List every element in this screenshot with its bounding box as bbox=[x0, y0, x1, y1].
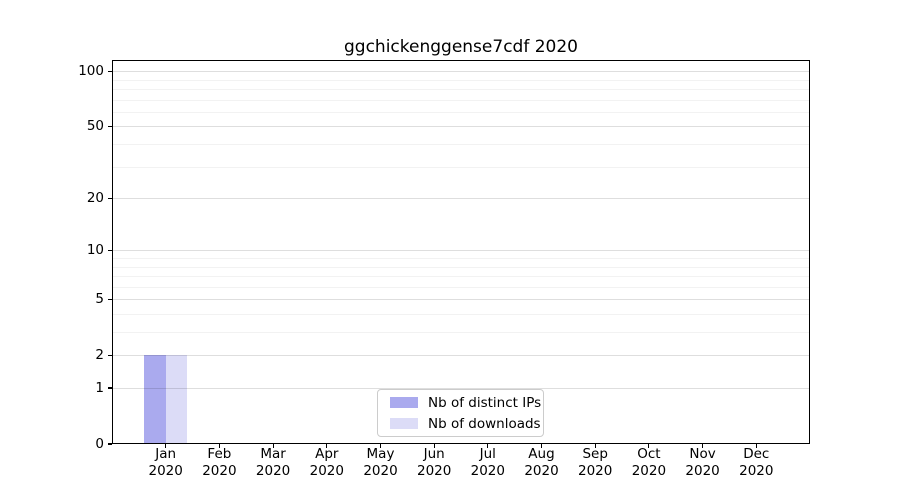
gridline-minor bbox=[113, 258, 809, 259]
legend-swatch bbox=[390, 397, 418, 408]
gridline-minor bbox=[113, 144, 809, 145]
x-tick-label: Sep 2020 bbox=[578, 446, 612, 480]
legend-label: Nb of downloads bbox=[428, 415, 541, 432]
legend-swatch bbox=[390, 418, 418, 429]
y-tick-label: 2 bbox=[95, 347, 104, 364]
x-tick-year: 2020 bbox=[685, 463, 720, 479]
bar-nb-of-downloads-jan bbox=[165, 355, 188, 444]
y-tick-mark bbox=[108, 298, 112, 300]
x-tick-year: 2020 bbox=[202, 463, 237, 479]
x-tick-label: Oct 2020 bbox=[632, 446, 666, 480]
x-tick-month: Mar bbox=[260, 446, 286, 462]
y-tick-mark bbox=[108, 70, 112, 72]
bar-nb-of-distinct-ips-jan bbox=[144, 355, 166, 444]
x-tick-year: 2020 bbox=[578, 463, 613, 479]
gridline-major bbox=[113, 71, 809, 73]
y-tick-label: 100 bbox=[78, 63, 104, 80]
gridline-major bbox=[113, 198, 809, 200]
x-tick-mark bbox=[702, 444, 704, 448]
gridline-minor bbox=[113, 314, 809, 315]
y-tick-label: 1 bbox=[95, 380, 104, 396]
legend-row: Nb of downloads bbox=[386, 416, 541, 432]
x-tick-mark bbox=[272, 444, 274, 448]
x-tick-mark bbox=[648, 444, 650, 448]
x-tick-year: 2020 bbox=[739, 463, 774, 479]
x-tick-label: Aug 2020 bbox=[524, 446, 558, 480]
x-tick-year: 2020 bbox=[470, 463, 505, 479]
x-tick-year: 2020 bbox=[524, 463, 559, 479]
x-tick-label: Jul 2020 bbox=[471, 446, 505, 480]
x-tick-month: Dec bbox=[743, 446, 770, 462]
x-tick-year: 2020 bbox=[148, 463, 183, 479]
y-tick-label: 50 bbox=[86, 118, 104, 135]
legend: Nb of distinct IPs Nb of downloads bbox=[377, 389, 544, 437]
x-tick-month: Sep bbox=[582, 446, 608, 462]
y-tick-mark bbox=[108, 125, 112, 127]
y-tick-label: 20 bbox=[86, 190, 104, 207]
gridline-major bbox=[113, 250, 809, 252]
x-tick-month: Jan bbox=[155, 446, 177, 462]
x-tick-mark bbox=[165, 444, 167, 448]
y-tick-mark bbox=[108, 443, 112, 445]
x-tick-month: Nov bbox=[689, 446, 716, 462]
x-tick-mark bbox=[594, 444, 596, 448]
x-tick-year: 2020 bbox=[255, 463, 291, 479]
x-tick-month: Feb bbox=[207, 446, 232, 462]
y-tick-label: 0 bbox=[95, 436, 104, 452]
chart-title: ggchickenggense7cdf 2020 bbox=[344, 37, 578, 57]
x-tick-label: Mar 2020 bbox=[256, 446, 290, 480]
gridline-minor bbox=[113, 111, 809, 113]
x-tick-label: Feb 2020 bbox=[202, 446, 236, 480]
legend-label: Nb of distinct IPs bbox=[428, 394, 542, 411]
x-tick-label: Jun 2020 bbox=[417, 446, 451, 480]
gridline-major bbox=[113, 355, 809, 357]
gridline-minor bbox=[113, 79, 809, 81]
x-tick-label: Apr 2020 bbox=[310, 446, 344, 480]
gridline-minor bbox=[113, 286, 809, 288]
y-tick-mark bbox=[108, 197, 112, 199]
y-tick-mark bbox=[108, 249, 112, 251]
x-tick-year: 2020 bbox=[309, 463, 344, 479]
x-tick-label: Nov 2020 bbox=[685, 446, 719, 480]
x-tick-mark bbox=[487, 444, 489, 448]
gridline-major bbox=[113, 388, 809, 389]
y-tick-label: 10 bbox=[86, 242, 104, 259]
gridline-minor bbox=[113, 99, 809, 101]
x-tick-year: 2020 bbox=[631, 463, 667, 479]
gridline-minor bbox=[113, 266, 809, 268]
legend-row: Nb of distinct IPs bbox=[386, 395, 541, 411]
x-tick-month: May bbox=[366, 446, 395, 462]
gridline-minor bbox=[113, 276, 809, 277]
x-tick-mark bbox=[755, 444, 757, 448]
gridline-minor bbox=[113, 166, 809, 168]
x-tick-mark bbox=[218, 444, 220, 448]
x-tick-month: Jul bbox=[479, 446, 496, 462]
plot-border bbox=[112, 60, 810, 444]
x-tick-mark bbox=[379, 444, 382, 448]
x-tick-year: 2020 bbox=[363, 463, 398, 479]
gridline-major bbox=[113, 126, 809, 128]
y-tick-label: 5 bbox=[95, 291, 104, 308]
y-tick-mark bbox=[108, 387, 112, 389]
x-tick-label: Jan 2020 bbox=[149, 446, 183, 480]
gridline-minor bbox=[113, 89, 809, 90]
x-tick-month: Jun bbox=[423, 446, 445, 462]
x-tick-label: May 2020 bbox=[363, 446, 397, 480]
x-tick-month: Oct bbox=[637, 446, 661, 462]
x-tick-mark bbox=[433, 444, 435, 448]
x-tick-label: Dec 2020 bbox=[739, 446, 773, 480]
x-tick-month: Aug bbox=[528, 446, 555, 462]
x-tick-mark bbox=[326, 444, 328, 448]
gridline-minor bbox=[113, 332, 809, 333]
x-tick-month: Apr bbox=[315, 446, 339, 462]
x-tick-year: 2020 bbox=[417, 463, 452, 479]
y-tick-mark bbox=[108, 354, 112, 356]
x-tick-mark bbox=[540, 444, 543, 448]
gridline-major bbox=[113, 299, 809, 301]
